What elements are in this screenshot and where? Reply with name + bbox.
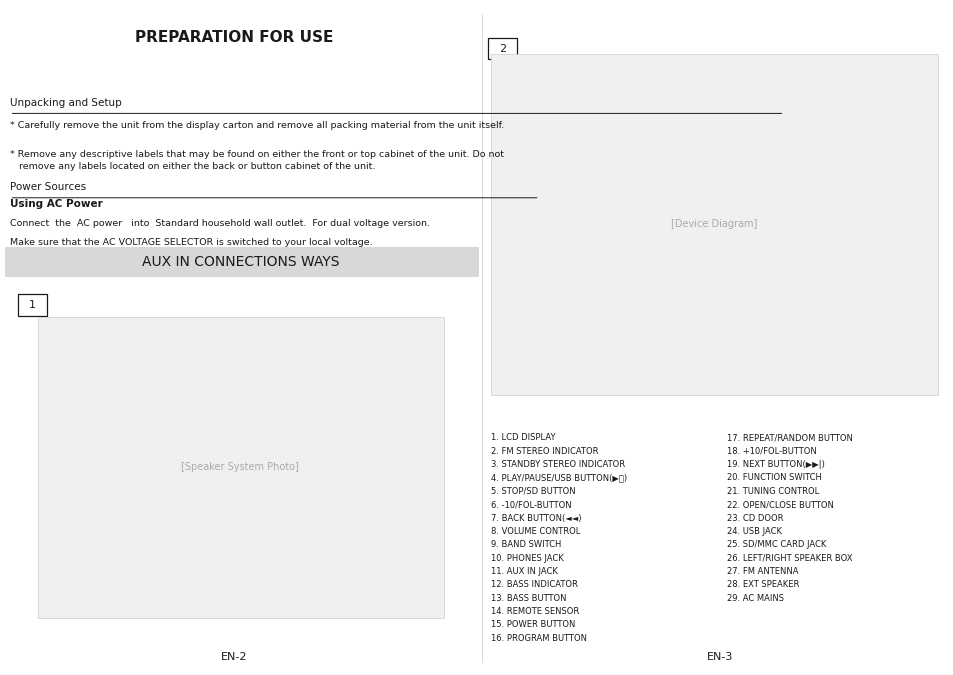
Text: 23. CD DOOR: 23. CD DOOR <box>726 514 782 522</box>
Text: 6. -10/FOL-BUTTON: 6. -10/FOL-BUTTON <box>491 500 572 509</box>
FancyBboxPatch shape <box>488 38 517 59</box>
Text: 8. VOLUME CONTROL: 8. VOLUME CONTROL <box>491 527 580 536</box>
Text: 14. REMOTE SENSOR: 14. REMOTE SENSOR <box>491 607 579 616</box>
FancyBboxPatch shape <box>5 247 478 277</box>
Text: Unpacking and Setup: Unpacking and Setup <box>10 98 121 108</box>
Text: 19. NEXT BUTTON(▶▶|): 19. NEXT BUTTON(▶▶|) <box>726 460 824 469</box>
Text: 28. EXT SPEAKER: 28. EXT SPEAKER <box>726 580 799 589</box>
Text: 9. BAND SWITCH: 9. BAND SWITCH <box>491 540 561 549</box>
Text: 12. BASS INDICATOR: 12. BASS INDICATOR <box>491 580 578 589</box>
Text: 11. AUX IN JACK: 11. AUX IN JACK <box>491 567 558 576</box>
Text: 18. +10/FOL-BUTTON: 18. +10/FOL-BUTTON <box>726 447 816 456</box>
FancyBboxPatch shape <box>18 294 47 316</box>
Text: 24. USB JACK: 24. USB JACK <box>726 527 781 536</box>
Text: Make sure that the AC VOLTAGE SELECTOR is switched to your local voltage.: Make sure that the AC VOLTAGE SELECTOR i… <box>10 238 372 246</box>
Text: [Device Diagram]: [Device Diagram] <box>671 219 757 229</box>
Text: EN-2: EN-2 <box>220 651 247 662</box>
Text: 20. FUNCTION SWITCH: 20. FUNCTION SWITCH <box>726 473 821 483</box>
Text: 2. FM STEREO INDICATOR: 2. FM STEREO INDICATOR <box>491 447 598 456</box>
Text: PREPARATION FOR USE: PREPARATION FOR USE <box>134 30 333 45</box>
FancyBboxPatch shape <box>491 54 937 395</box>
Text: * Carefully remove the unit from the display carton and remove all packing mater: * Carefully remove the unit from the dis… <box>10 122 503 130</box>
Text: 10. PHONES JACK: 10. PHONES JACK <box>491 554 563 563</box>
Text: 22. OPEN/CLOSE BUTTON: 22. OPEN/CLOSE BUTTON <box>726 500 833 509</box>
Text: 3. STANDBY STEREO INDICATOR: 3. STANDBY STEREO INDICATOR <box>491 460 625 469</box>
Text: Using AC Power: Using AC Power <box>10 199 102 209</box>
Text: 7. BACK BUTTON(◄◄): 7. BACK BUTTON(◄◄) <box>491 514 581 522</box>
Text: 17. REPEAT/RANDOM BUTTON: 17. REPEAT/RANDOM BUTTON <box>726 433 852 442</box>
Text: 21. TUNING CONTROL: 21. TUNING CONTROL <box>726 487 819 496</box>
Text: * Remove any descriptive labels that may be found on either the front or top cab: * Remove any descriptive labels that may… <box>10 150 503 171</box>
Text: EN-3: EN-3 <box>706 651 733 662</box>
Text: 1: 1 <box>29 300 36 310</box>
Text: Connect  the  AC power   into  Standard household wall outlet.  For dual voltage: Connect the AC power into Standard house… <box>10 219 429 227</box>
Text: 5. STOP/SD BUTTON: 5. STOP/SD BUTTON <box>491 487 576 496</box>
Text: 29. AC MAINS: 29. AC MAINS <box>726 594 783 603</box>
Text: 1. LCD DISPLAY: 1. LCD DISPLAY <box>491 433 556 442</box>
Text: 16. PROGRAM BUTTON: 16. PROGRAM BUTTON <box>491 634 587 643</box>
Text: 15. POWER BUTTON: 15. POWER BUTTON <box>491 620 575 630</box>
Text: 26. LEFT/RIGHT SPEAKER BOX: 26. LEFT/RIGHT SPEAKER BOX <box>726 554 852 563</box>
Text: 25. SD/MMC CARD JACK: 25. SD/MMC CARD JACK <box>726 540 825 549</box>
Text: Power Sources: Power Sources <box>10 182 86 192</box>
Text: 2: 2 <box>498 44 506 53</box>
Text: AUX IN CONNECTIONS WAYS: AUX IN CONNECTIONS WAYS <box>141 255 339 269</box>
Text: 4. PLAY/PAUSE/USB BUTTON(▶⏸): 4. PLAY/PAUSE/USB BUTTON(▶⏸) <box>491 473 627 483</box>
Text: 27. FM ANTENNA: 27. FM ANTENNA <box>726 567 798 576</box>
Text: 13. BASS BUTTON: 13. BASS BUTTON <box>491 594 566 603</box>
FancyBboxPatch shape <box>38 317 443 618</box>
Text: [Speaker System Photo]: [Speaker System Photo] <box>181 462 299 472</box>
